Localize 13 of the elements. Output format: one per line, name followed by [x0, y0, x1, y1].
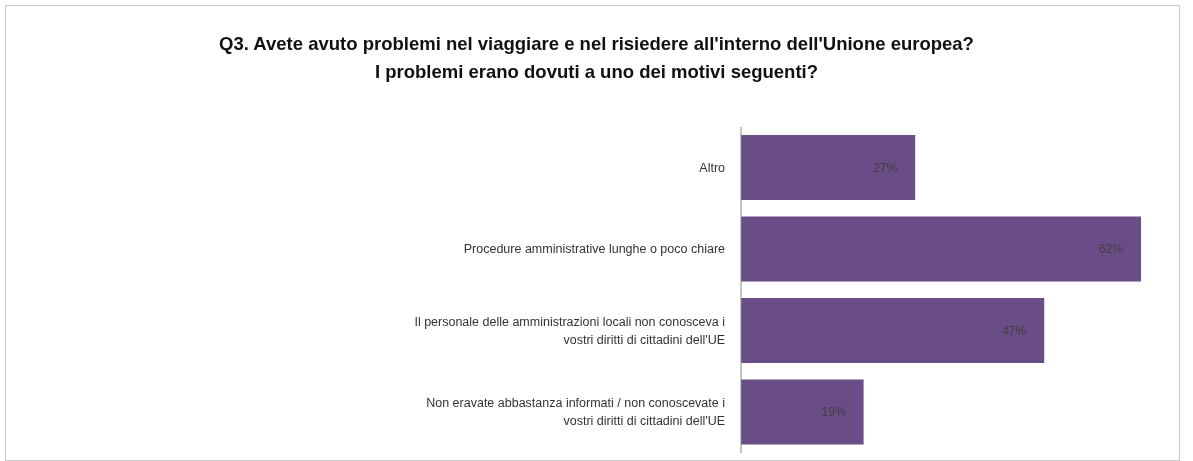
y-tick-label: Non eravate abbastanza informati / non conoscevate i vostri diritti di cittadini dell'UE — [426, 396, 725, 429]
chart-title: Q3. Avete avuto problemi nel viaggiare e nel risiedere all'interno dell'Unione europea? I problemi erano dovuti a uno dei motivi seguenti? — [218, 32, 975, 84]
data-label: 47% — [1002, 323, 1027, 338]
bar — [741, 135, 916, 200]
bar — [741, 298, 1045, 363]
bar — [741, 379, 864, 445]
bar — [741, 216, 1141, 282]
y-tick-label: Altro — [699, 160, 726, 175]
y-tick-label: Procedure amministrative lunghe o poco chiare — [463, 242, 726, 257]
data-label: 62% — [1098, 242, 1124, 257]
y-tick-label: Il personale delle amministrazioni locali non conosceva i vostri diritti di cittadini dell'UE — [414, 314, 725, 347]
data-label: 27% — [873, 160, 898, 175]
data-label: 19% — [821, 405, 846, 420]
